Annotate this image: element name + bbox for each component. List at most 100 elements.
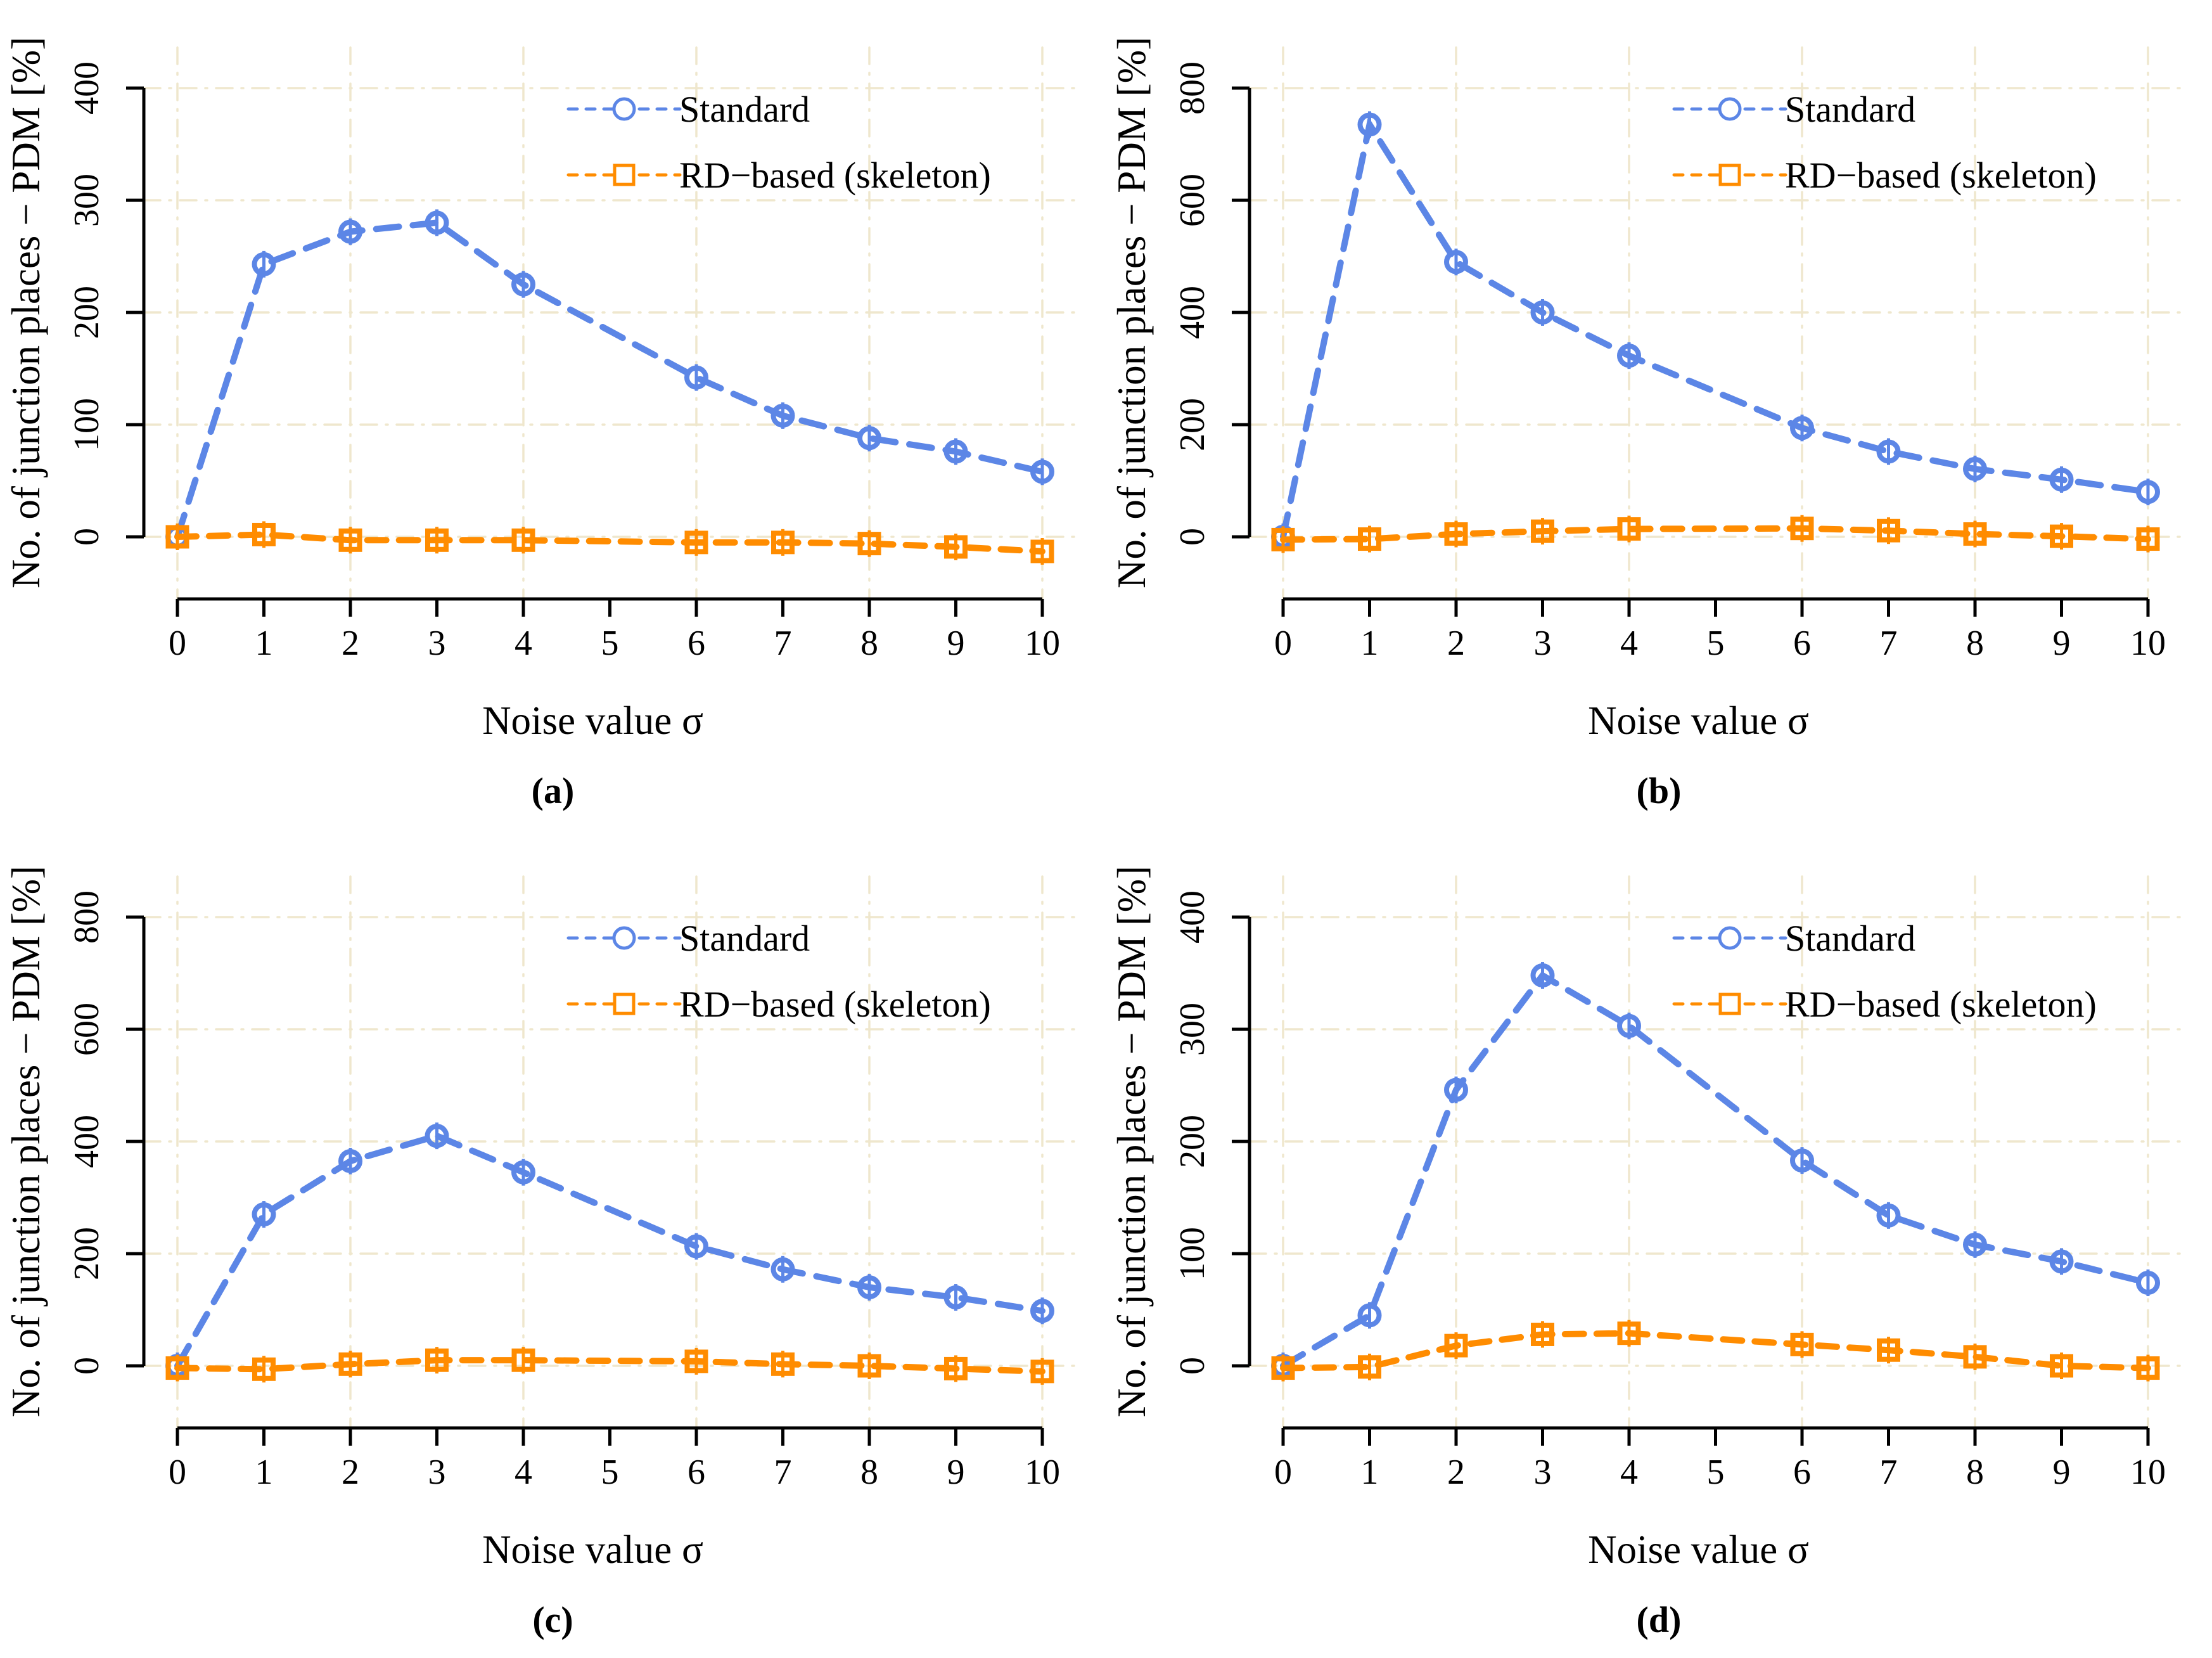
legend-label: Standard <box>1785 89 1915 130</box>
series-line-standard <box>1280 971 2151 1369</box>
x-tick-label: 3 <box>1534 624 1552 663</box>
data-point-marker <box>1877 518 1900 543</box>
x-tick-label: 5 <box>1707 1453 1725 1492</box>
panel-a-label: (a) <box>531 770 575 811</box>
series-line-rd-based-skeleton <box>174 1357 1045 1375</box>
x-tick-label: 7 <box>774 1453 792 1492</box>
data-point-marker <box>1530 963 1555 988</box>
x-tick-label: 6 <box>1793 624 1811 663</box>
legend-label: RD−based (skeleton) <box>679 984 991 1025</box>
y-tick-label: 0 <box>1173 1357 1212 1375</box>
data-point-marker <box>1790 1332 1814 1356</box>
legend-marker-circle-icon <box>1718 926 1742 950</box>
x-tick-label: 4 <box>1620 624 1638 663</box>
data-point-marker <box>252 1357 276 1381</box>
data-point-marker <box>2050 524 2073 548</box>
legend-marker-square-icon <box>613 993 636 1015</box>
data-point-marker <box>1617 517 1641 541</box>
legend-label: Standard <box>679 918 810 959</box>
data-point-marker <box>857 532 881 556</box>
chart-b: 0 1 2 3 4 5 6 7 8 9 10 0 200 400 600 800 Noise value σ No… <box>1109 37 2184 743</box>
x-tick-label: 7 <box>1880 1453 1898 1492</box>
legend-marker-circle-icon <box>612 926 636 950</box>
x-tick-label: 0 <box>1274 1453 1292 1492</box>
panel-c: 0 1 2 3 4 5 6 7 8 9 10 0 200 400 600 800 Noise value σ No… <box>0 829 1106 1658</box>
data-point-marker <box>857 1354 881 1378</box>
data-point-marker <box>1876 439 1901 464</box>
data-point-marker <box>857 1275 881 1300</box>
y-tick-label: 400 <box>67 1115 106 1168</box>
y-tick-label: 0 <box>1173 528 1212 546</box>
panel-d-label: (d) <box>1636 1599 1682 1640</box>
x-tick-label: 10 <box>2130 624 2166 663</box>
x-tick-label: 0 <box>169 624 186 663</box>
data-point-marker <box>165 1356 189 1380</box>
y-tick-label: 0 <box>67 528 106 546</box>
x-tick-label: 10 <box>1025 624 1060 663</box>
data-point-marker <box>1876 1203 1901 1228</box>
y-axis-title: No. of junction places − PDM [%] <box>4 866 48 1417</box>
data-point-marker <box>944 1356 968 1380</box>
series-line-rd-based-skeleton <box>174 531 1045 555</box>
data-point-marker <box>771 530 795 555</box>
panel-d: 0 1 2 3 4 5 6 7 8 9 10 0 100 200 300 400 Noise value σ No… <box>1106 829 2212 1658</box>
y-tick-label: 100 <box>67 398 106 451</box>
x-tick-label: 9 <box>2053 624 2071 663</box>
data-point-marker <box>1271 527 1295 551</box>
x-tick-label: 3 <box>1534 1453 1552 1492</box>
x-tick-label: 10 <box>2130 1453 2166 1492</box>
x-axis-title: Noise value σ <box>482 1527 703 1572</box>
x-tick-label: 2 <box>342 1453 359 1492</box>
data-point-marker <box>1358 1355 1381 1379</box>
legend-label: RD−based (skeleton) <box>1785 984 2097 1025</box>
x-tick-label: 8 <box>1966 1453 1984 1492</box>
data-point-marker <box>252 252 276 276</box>
y-tick-label: 200 <box>1173 1115 1212 1168</box>
series-line-standard <box>174 219 1045 540</box>
legend-label: RD−based (skeleton) <box>679 155 991 196</box>
data-point-marker <box>1444 1333 1468 1358</box>
x-tick-label: 9 <box>947 624 965 663</box>
y-tick-label: 300 <box>67 174 106 227</box>
x-tick-label: 0 <box>1274 624 1292 663</box>
data-point-marker <box>1963 1232 1987 1257</box>
y-tick-label: 200 <box>67 286 106 339</box>
x-tick-label: 9 <box>2053 1453 2071 1492</box>
data-point-marker <box>770 1257 795 1282</box>
panel-c-label: (c) <box>532 1599 573 1640</box>
data-point-marker <box>338 1352 362 1376</box>
x-tick-label: 10 <box>1025 1453 1060 1492</box>
x-tick-label: 7 <box>774 624 792 663</box>
y-tick-label: 400 <box>1173 890 1212 944</box>
data-point-marker <box>511 528 535 552</box>
data-point-marker <box>944 535 968 559</box>
data-point-marker <box>2050 1354 2073 1378</box>
data-point-marker <box>1271 1356 1295 1380</box>
data-point-marker <box>1030 1359 1054 1384</box>
x-tick-label: 1 <box>1361 1453 1379 1492</box>
data-point-marker <box>943 1285 968 1310</box>
data-point-marker <box>338 1148 362 1173</box>
y-tick-label: 400 <box>67 61 106 115</box>
x-tick-label: 2 <box>342 624 359 663</box>
data-point-marker <box>1963 456 1987 481</box>
y-tick-label: 600 <box>67 1003 106 1056</box>
data-point-marker <box>771 1352 795 1376</box>
legend-marker-square-icon <box>1718 164 1741 186</box>
x-tick-label: 0 <box>169 1453 186 1492</box>
data-point-marker <box>1358 527 1381 551</box>
legend-marker-circle-icon <box>612 97 636 121</box>
panel-a: 0 1 2 3 4 5 6 7 8 9 10 0 100 200 300 400 Noise value σ No… <box>0 0 1106 829</box>
x-tick-label: 3 <box>428 624 446 663</box>
data-point-marker <box>1444 250 1468 274</box>
y-tick-label: 0 <box>67 1357 106 1375</box>
data-point-marker <box>2049 1249 2074 1274</box>
x-tick-label: 2 <box>1447 624 1465 663</box>
y-tick-label: 200 <box>67 1227 106 1280</box>
data-point-marker <box>1531 519 1554 543</box>
data-point-marker <box>857 426 881 451</box>
legend-marker-square-icon <box>613 164 636 186</box>
legend-label: Standard <box>679 89 810 130</box>
